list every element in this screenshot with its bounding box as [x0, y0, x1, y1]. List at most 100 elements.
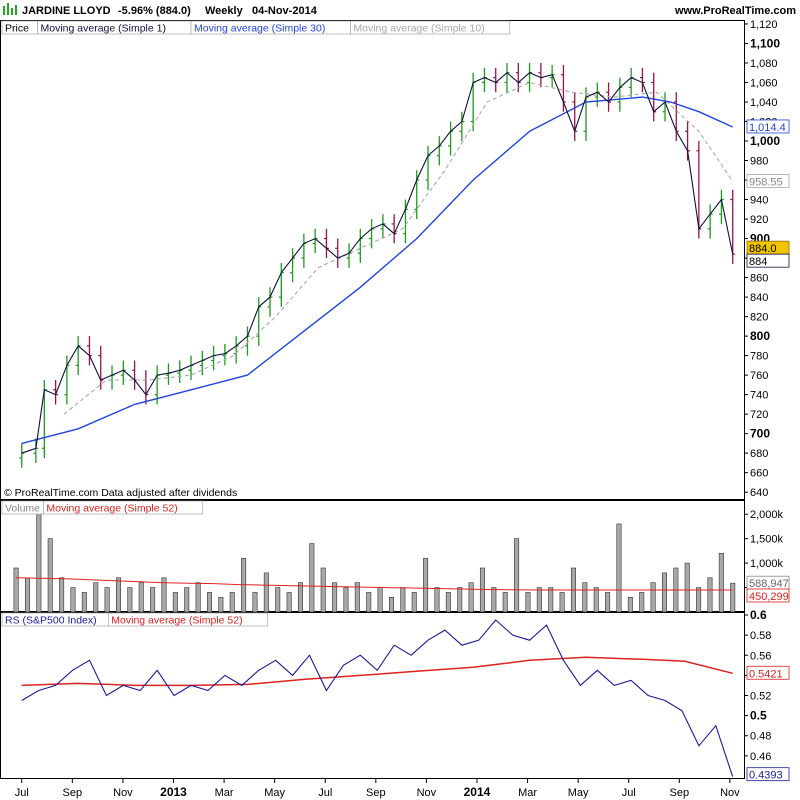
volume-bar [627, 597, 633, 613]
volume-bar [59, 577, 65, 613]
volume-bar [263, 572, 269, 613]
time-tick-label: May [568, 787, 589, 799]
price-tick-label: 1,000 [750, 134, 780, 148]
price-legend: Price Moving average (Simple 1) Moving ave… [1, 20, 511, 35]
volume-bar [13, 567, 19, 613]
volume-bar [161, 577, 167, 613]
volume-panel [0, 500, 745, 612]
volume-bar [286, 592, 292, 613]
rs-ma-line [21, 656, 733, 687]
price-tick-label: 760 [750, 370, 768, 382]
volume-bar [388, 597, 394, 613]
legend-entry: Price [5, 23, 29, 35]
volume-bar [457, 587, 463, 613]
value-tag [746, 253, 790, 268]
value-tag-text: 588,947 [749, 578, 789, 590]
volume-bar [332, 582, 338, 613]
change-label: -5.96% (884.0) [118, 5, 191, 17]
volume-bar [525, 592, 531, 613]
volume-bar [138, 582, 144, 613]
volume-bar [514, 538, 520, 613]
volume-bar [445, 592, 451, 613]
volume-bar [93, 582, 99, 613]
volume-bar [536, 587, 542, 613]
legend-box [350, 20, 511, 35]
time-tick-label: Nov [417, 787, 437, 799]
price-tick-label: 1,080 [750, 58, 778, 70]
volume-bar [320, 567, 326, 613]
volume-bar [218, 597, 224, 613]
date-label: 04-Nov-2014 [252, 5, 318, 17]
value-tag [746, 174, 790, 188]
volume-bar [400, 587, 406, 613]
volume-bar [548, 587, 554, 613]
data-note: © ProRealTime.com Data adjusted after di… [4, 487, 237, 499]
legend-entry: Moving average (Simple 10) [353, 23, 484, 35]
header-bar [0, 0, 800, 20]
volume-bar [377, 587, 383, 613]
ma30-line [21, 96, 733, 445]
time-tick-label: Mar [518, 787, 537, 799]
rs-tick-label: 0.52 [750, 690, 771, 702]
volume-series [13, 504, 736, 613]
volume-bar [468, 582, 474, 613]
volume-bar [354, 582, 360, 613]
rs-tick-label: 0.48 [750, 731, 771, 743]
time-tick-label: Mar [215, 787, 234, 799]
legend-entry: Moving average (Simple 1) [41, 23, 166, 35]
volume-bar [479, 567, 485, 613]
volume-bar [730, 582, 736, 613]
price-tick-label: 700 [750, 427, 770, 441]
legend-entry: RS (S&P500 Index) [5, 615, 97, 627]
rs-tick-label: 0.58 [750, 630, 771, 642]
price-tick-label: 780 [750, 351, 768, 363]
price-tick-label: 860 [750, 273, 768, 285]
time-tick-label: 2014 [464, 785, 491, 799]
rs-legend: RS (S&P500 Index) Moving average (Simple … [1, 612, 268, 627]
volume-bar [297, 582, 303, 613]
volume-bar [593, 587, 599, 613]
legend-entry: Volume [5, 503, 40, 515]
price-tick-label: 720 [750, 409, 768, 421]
volume-bar [605, 592, 611, 613]
volume-bar [104, 587, 110, 613]
volume-bar [684, 562, 690, 613]
volume-bar [70, 587, 76, 613]
time-tick-label: Jul [15, 787, 29, 799]
volume-bar [47, 538, 53, 613]
volume-bar [366, 592, 372, 613]
site-label[interactable]: www.ProRealTime.com [674, 5, 796, 17]
volume-bar [275, 587, 281, 613]
volume-bar [206, 592, 212, 613]
volume-bar [229, 592, 235, 613]
price-tick-label: 800 [750, 329, 770, 343]
time-tick-label: Sep [670, 787, 690, 799]
volume-bar [252, 592, 258, 613]
legend-box [43, 500, 204, 515]
volume-ma-line [16, 577, 733, 591]
value-tag [746, 665, 790, 680]
price-tick-label: 820 [750, 312, 768, 324]
volume-bar [502, 592, 508, 613]
value-tag-text: 884.0 [749, 243, 777, 255]
price-tick-label: 920 [750, 214, 768, 226]
volume-bar [423, 557, 429, 613]
volume-legend: Volume Moving average (Simple 52) [1, 500, 204, 515]
volume-bar [491, 587, 497, 613]
legend-entry: Moving average (Simple 30) [194, 23, 325, 35]
volume-bar [309, 543, 315, 613]
period-label: Weekly [205, 5, 244, 17]
volume-bar [616, 523, 622, 613]
price-series [19, 62, 736, 468]
value-tag-text: 0.5421 [749, 668, 783, 680]
volume-tick-label: 1,000k [750, 558, 784, 570]
price-tick-label: 1,040 [750, 97, 778, 109]
time-tick-label: Nov [113, 787, 133, 799]
time-tick-label: Jul [318, 787, 332, 799]
volume-bar [559, 592, 565, 613]
ma1-line [21, 71, 734, 454]
price-tick-label: 1,120 [750, 19, 778, 31]
volume-bar [582, 582, 588, 613]
